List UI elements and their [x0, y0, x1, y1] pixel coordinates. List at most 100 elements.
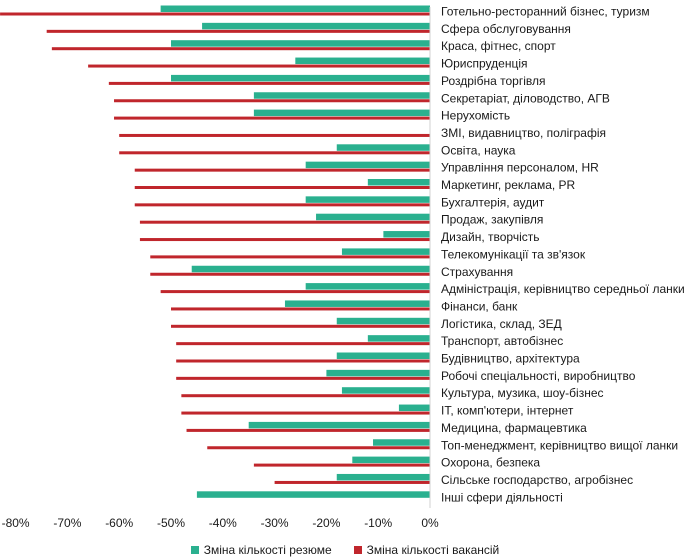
category-label: Готельно-ресторанний бізнес, туризм: [441, 5, 650, 19]
bar-resume-17: [284, 300, 430, 307]
bar-resume-26: [352, 456, 430, 464]
category-label: Маркетинг, реклама, PR: [441, 178, 576, 192]
bar-vacancies-21: [176, 376, 430, 380]
bar-resume-10: [367, 179, 430, 186]
bar-chart: Готельно-ресторанний бізнес, туризм Сфера…: [0, 5, 685, 530]
category-label: Фінанси, банк: [441, 299, 518, 313]
bar-resume-13: [383, 231, 430, 238]
bar-resume-16: [305, 283, 430, 290]
category-label: Транспорт, автобізнес: [441, 334, 563, 348]
category-label: Бухгалтерія, аудит: [441, 195, 545, 209]
bar-resume-25: [373, 439, 430, 446]
bar-vacancies-16: [160, 290, 430, 294]
bar-resume-15: [191, 265, 430, 273]
bar-resume-2: [171, 40, 430, 47]
bar-resume-8: [336, 144, 430, 151]
bar-vacancies-17: [171, 307, 430, 311]
legend-item-vacancies: Зміна кількості вакансій: [353, 543, 499, 557]
x-tick-label: -80%: [2, 516, 30, 530]
bar-resume-19: [367, 335, 430, 342]
category-label: Сільське господарство, агробізнес: [441, 473, 633, 487]
bar-vacancies-22: [181, 394, 430, 398]
category-label: Краса, фітнес, спорт: [441, 39, 556, 53]
bar-resume-14: [341, 248, 430, 255]
bars-layer: [0, 5, 431, 498]
bar-vacancies-25: [207, 446, 430, 450]
legend-swatch-vacancies: [353, 546, 362, 554]
bar-resume-20: [336, 352, 430, 359]
bar-vacancies-11: [134, 203, 431, 207]
category-label: Адміністрація, керівництво середньої лан…: [441, 282, 685, 296]
category-label: Роздрібна торгівля: [441, 74, 545, 88]
bar-resume-9: [305, 161, 430, 169]
bar-vacancies-9: [134, 168, 431, 172]
bar-resume-21: [326, 369, 430, 377]
x-tick-label: -20%: [312, 516, 340, 530]
category-label: Будівництво, архітектура: [441, 352, 580, 366]
bar-vacancies-27: [274, 480, 430, 484]
bar-resume-4: [171, 74, 430, 82]
bar-vacancies-8: [119, 151, 430, 155]
x-tick-label: -50%: [157, 516, 185, 530]
bar-vacancies-13: [139, 238, 431, 242]
x-tick-label: -60%: [105, 516, 133, 530]
category-label: Охорона, безпека: [441, 456, 540, 470]
category-label: Управління персоналом, HR: [441, 161, 599, 175]
bar-vacancies-5: [114, 99, 431, 103]
bar-resume-12: [316, 213, 430, 221]
bar-vacancies-7: [119, 133, 430, 137]
bar-vacancies-2: [51, 47, 431, 51]
x-axis-ticks: -80% -70% -60% -50% -40% -30% -20% -10% 0%: [2, 516, 439, 530]
category-label: Топ-менеджмент, керівництво вищої ланки: [441, 438, 678, 452]
bar-vacancies-0: [0, 12, 431, 16]
bar-resume-6: [253, 109, 430, 117]
x-tick-label: -70%: [53, 516, 81, 530]
category-label: Юриспруденція: [441, 57, 527, 71]
bar-vacancies-6: [114, 116, 431, 120]
bar-vacancies-19: [176, 342, 430, 346]
category-label: ЗМІ, видавництво, поліграфія: [441, 126, 606, 140]
category-label: Секретаріат, діловодство, АГВ: [441, 91, 610, 105]
bar-resume-24: [248, 421, 430, 429]
bar-resume-3: [295, 57, 430, 65]
legend: Зміна кількості резюме Зміна кількості в…: [0, 540, 690, 560]
bar-vacancies-15: [150, 272, 430, 276]
category-label: Логістика, склад, ЗЕД: [441, 317, 562, 331]
legend-swatch-resume: [190, 546, 199, 554]
bar-resume-22: [341, 387, 430, 394]
category-label: Нерухомість: [441, 109, 510, 123]
bar-vacancies-4: [108, 81, 430, 85]
bar-resume-27: [336, 473, 430, 481]
bar-vacancies-12: [139, 220, 431, 224]
category-label: Освіта, наука: [441, 143, 516, 157]
category-label: Сфера обслуговування: [441, 22, 571, 36]
category-label: Культура, музика, шоу-бізнес: [441, 386, 604, 400]
x-tick-label: -30%: [261, 516, 289, 530]
bar-resume-0: [160, 5, 430, 12]
bar-resume-18: [336, 317, 430, 325]
category-label: IT, комп'ютери, інтернет: [441, 404, 574, 418]
category-label: Робочі спеціальності, виробництво: [441, 369, 636, 383]
bar-resume-5: [253, 92, 430, 99]
legend-label-resume: Зміна кількості резюме: [203, 543, 332, 557]
category-label: Інші сфери діяльності: [441, 490, 563, 504]
bar-resume-23: [398, 404, 430, 412]
category-label: Дизайн, творчість: [441, 230, 540, 244]
bar-resume-1: [202, 22, 430, 30]
category-label: Страхування: [441, 265, 513, 279]
bar-vacancies-23: [181, 411, 430, 415]
bar-vacancies-14: [150, 255, 430, 259]
category-label: Телекомунікації та зв'язок: [441, 247, 586, 261]
category-label: Продаж, закупівля: [441, 213, 543, 227]
bar-resume-28: [196, 491, 430, 498]
bar-vacancies-3: [88, 64, 431, 68]
x-tick-label: -40%: [209, 516, 237, 530]
legend-item-resume: Зміна кількості резюме: [190, 543, 332, 557]
bar-vacancies-26: [253, 463, 430, 467]
bar-vacancies-10: [134, 186, 431, 189]
x-tick-label: 0%: [421, 516, 439, 530]
category-labels: Готельно-ресторанний бізнес, туризм Сфера…: [441, 5, 685, 505]
bar-vacancies-24: [186, 428, 430, 432]
bar-vacancies-18: [171, 324, 430, 328]
category-label: Медицина, фармацевтика: [441, 421, 587, 435]
